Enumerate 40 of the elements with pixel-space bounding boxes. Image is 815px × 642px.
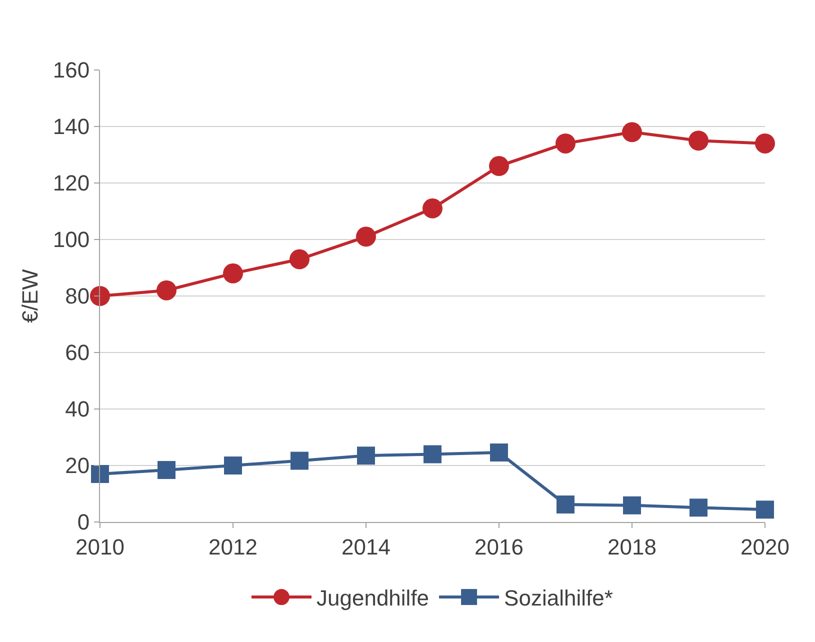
y-tick-label: 0 xyxy=(77,510,90,535)
y-tick-label: 20 xyxy=(65,453,90,478)
point xyxy=(622,122,642,142)
point xyxy=(755,133,775,154)
y-tick-label: 80 xyxy=(65,284,90,309)
y-tick-label: 140 xyxy=(52,114,90,140)
y-tick-label: 100 xyxy=(52,227,90,252)
point xyxy=(356,226,376,247)
point xyxy=(158,461,176,480)
point xyxy=(290,452,308,470)
x-tick-label: 2016 xyxy=(474,534,524,560)
y-axis-title: €/EW xyxy=(18,268,43,323)
point xyxy=(490,444,508,462)
point xyxy=(156,280,176,300)
point xyxy=(424,445,442,464)
legend-label: Sozialhilfe* xyxy=(504,586,614,611)
point xyxy=(556,495,574,514)
y-tick-label: 40 xyxy=(65,396,90,422)
point xyxy=(688,130,708,151)
x-tick-label: 2010 xyxy=(76,534,124,560)
point xyxy=(357,446,375,465)
legend-label: Jugendhilfe xyxy=(316,586,430,611)
point xyxy=(224,456,242,474)
point xyxy=(91,464,109,483)
point xyxy=(690,498,708,517)
point xyxy=(623,496,641,514)
x-tick-label: 2018 xyxy=(608,534,656,560)
x-tick-label: 2014 xyxy=(342,534,390,560)
point xyxy=(90,286,110,306)
y-tick-label: 120 xyxy=(52,170,90,196)
point xyxy=(422,198,442,218)
y-tick-label: 60 xyxy=(65,340,90,366)
y-tick-label: 160 xyxy=(52,58,90,83)
point xyxy=(556,133,576,154)
point xyxy=(489,156,509,176)
point xyxy=(290,249,310,270)
point xyxy=(756,500,774,519)
x-tick-label: 2020 xyxy=(740,534,790,560)
point xyxy=(223,263,243,284)
x-tick-label: 2012 xyxy=(208,534,258,560)
